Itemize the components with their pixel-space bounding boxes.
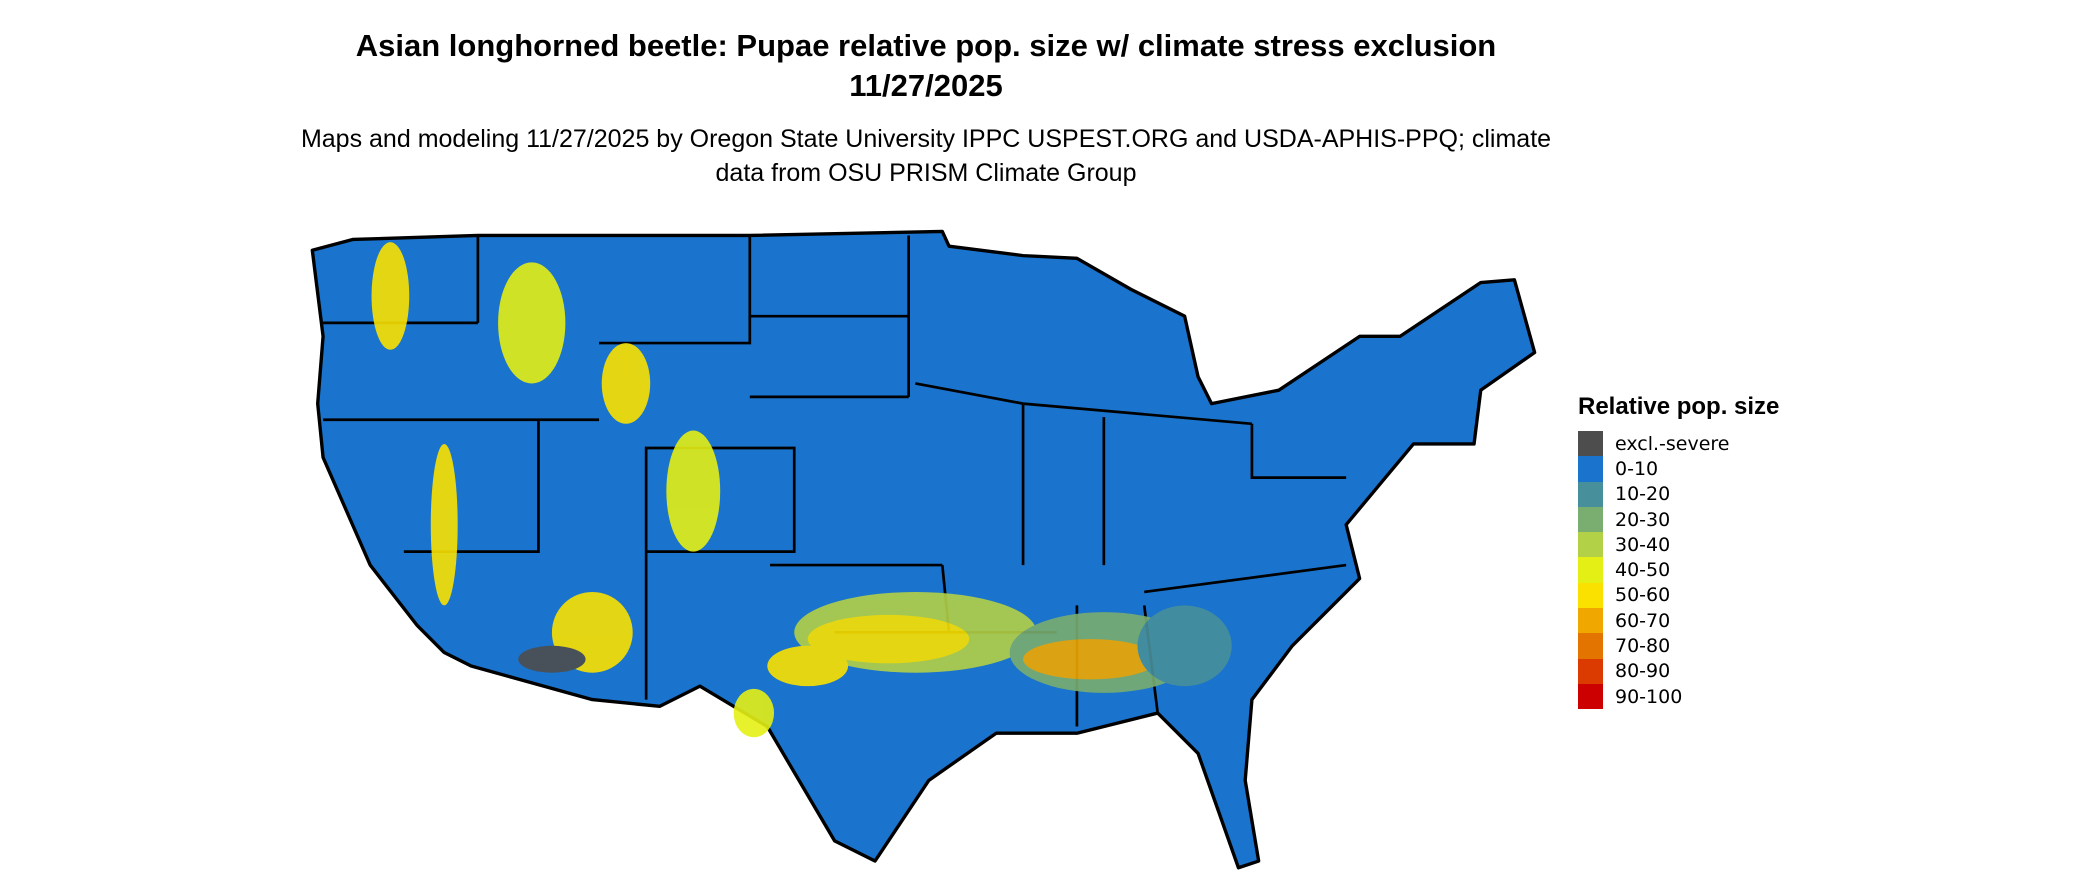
legend-item: 50-60: [1578, 582, 1779, 609]
legend-swatch: [1578, 608, 1603, 634]
legend-label: 80-90: [1615, 660, 1671, 683]
legend-label: 50-60: [1615, 584, 1671, 607]
legend-label: 70-80: [1615, 635, 1671, 658]
legend-label: 40-50: [1615, 559, 1671, 582]
legend-swatch: [1578, 633, 1603, 659]
map-title: Asian longhorned beetle: Pupae relative …: [355, 28, 1497, 103]
legend-label: 90-100: [1615, 685, 1683, 708]
legend-item: 10-20: [1578, 481, 1779, 507]
legend-swatch: [1578, 582, 1603, 609]
legend-item: 30-40: [1578, 532, 1779, 558]
legend-item: 20-30: [1578, 506, 1779, 533]
legend-swatch: [1578, 431, 1603, 457]
legend-swatch: [1578, 532, 1603, 558]
legend-swatch: [1578, 456, 1603, 482]
legend-item: 90-100: [1578, 683, 1779, 710]
legend-swatch: [1578, 557, 1603, 583]
legend-title: Relative pop. size: [1578, 393, 1780, 420]
legend-item: excl.-severe: [1578, 431, 1779, 457]
legend-swatch: [1578, 658, 1603, 684]
legend-item: 0-10: [1578, 456, 1779, 482]
legend-swatch: [1578, 506, 1603, 533]
map-subtitle: Maps and modeling 11/27/2025 by Oregon S…: [300, 125, 1552, 187]
legend-label: 60-70: [1615, 609, 1671, 632]
conus-outline: [310, 229, 1537, 870]
legend-item: 60-70: [1578, 608, 1779, 634]
legend-swatch: [1578, 481, 1603, 507]
legend-swatch: [1578, 683, 1603, 710]
legend-label: 30-40: [1615, 533, 1671, 556]
legend: Relative pop. size excl.-severe 0-10 10-20…: [1578, 393, 1780, 710]
legend-label: 10-20: [1615, 483, 1671, 506]
legend-item: 40-50: [1578, 557, 1779, 583]
suitability-patches: [371, 242, 1232, 738]
legend-item: 80-90: [1578, 658, 1779, 684]
legend-label: 20-30: [1615, 508, 1671, 531]
legend-label: 0-10: [1615, 457, 1659, 480]
legend-item: 70-80: [1578, 633, 1779, 659]
legend-label: excl.-severe: [1615, 432, 1730, 455]
